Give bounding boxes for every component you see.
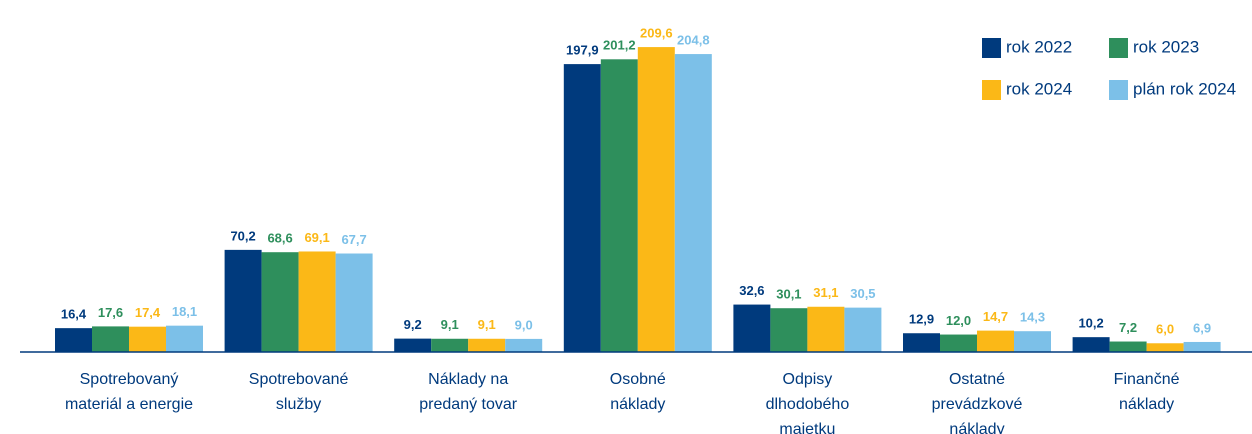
- category-label: náklady: [1119, 396, 1174, 413]
- value-label: 9,0: [515, 317, 533, 332]
- value-label: 197,9: [566, 43, 599, 58]
- legend-swatch: [982, 38, 1001, 58]
- value-label: 12,9: [909, 312, 934, 327]
- category-label: Spotrebované: [249, 371, 349, 388]
- value-label: 16,4: [61, 307, 87, 322]
- value-label: 10,2: [1078, 316, 1103, 331]
- bar: [977, 330, 1014, 352]
- bar: [335, 253, 373, 352]
- value-label: 9,1: [441, 317, 459, 332]
- bar: [1072, 337, 1110, 352]
- bar: [261, 252, 299, 352]
- bar: [505, 338, 543, 352]
- value-label: 209,6: [640, 26, 673, 41]
- bar: [940, 334, 977, 352]
- category-label: prevádzkové: [932, 396, 1023, 413]
- value-label: 9,1: [478, 317, 496, 332]
- category-label: predaný tovar: [419, 396, 518, 413]
- value-label: 70,2: [230, 228, 255, 243]
- bar: [129, 326, 166, 352]
- category-label: Náklady na: [428, 371, 508, 388]
- category-label: náklady: [610, 396, 665, 413]
- value-label: 201,2: [603, 38, 636, 53]
- category-label: Spotrebovaný: [80, 371, 179, 388]
- bar: [468, 338, 506, 352]
- bar: [637, 47, 675, 352]
- bar: [770, 308, 808, 352]
- bar: [431, 338, 469, 352]
- bar: [733, 304, 771, 352]
- value-label: 17,6: [98, 305, 123, 320]
- category-label: náklady: [949, 421, 1004, 434]
- legend-label: rok 2022: [1006, 37, 1072, 56]
- bar: [903, 333, 940, 352]
- value-label: 14,3: [1020, 310, 1045, 325]
- bar: [844, 307, 882, 352]
- value-label: 7,2: [1119, 320, 1137, 335]
- bar: [1109, 341, 1147, 352]
- legend-label: plán rok 2024: [1133, 79, 1236, 98]
- bar: [674, 54, 712, 353]
- value-label: 69,1: [304, 230, 329, 245]
- category-label: majetku: [779, 421, 835, 434]
- bar: [298, 251, 336, 352]
- value-label: 30,1: [776, 287, 801, 302]
- bar: [1146, 343, 1184, 352]
- bar: [600, 59, 638, 352]
- bar: [1014, 331, 1051, 352]
- value-label: 18,1: [172, 304, 197, 319]
- category-label: Finančné: [1114, 371, 1180, 388]
- bar: [224, 249, 262, 352]
- value-label: 68,6: [267, 231, 292, 246]
- value-label: 14,7: [983, 309, 1008, 324]
- category-label: Osobné: [610, 371, 666, 388]
- value-label: 30,5: [850, 286, 875, 301]
- category-label: Ostatné: [949, 371, 1005, 388]
- category-label: služby: [276, 396, 321, 413]
- value-label: 31,1: [813, 285, 838, 300]
- legend-swatch: [1109, 38, 1128, 58]
- value-label: 32,6: [739, 283, 764, 298]
- bar: [92, 326, 129, 352]
- category-label: materiál a energie: [65, 396, 193, 413]
- value-label: 17,4: [135, 305, 161, 320]
- value-label: 67,7: [341, 232, 366, 247]
- bar: [563, 64, 601, 353]
- bar: [166, 325, 203, 352]
- legend-swatch: [982, 80, 1001, 100]
- legend-label: rok 2024: [1006, 79, 1072, 98]
- value-label: 6,0: [1156, 322, 1174, 337]
- category-label: dlhodobého: [766, 396, 850, 413]
- bar: [807, 306, 845, 352]
- value-label: 6,9: [1193, 320, 1211, 335]
- value-label: 204,8: [677, 33, 710, 48]
- value-label: 12,0: [946, 313, 971, 328]
- bar: [55, 328, 92, 352]
- legend-swatch: [1109, 80, 1128, 100]
- bar: [1183, 341, 1221, 352]
- legend-label: rok 2023: [1133, 37, 1199, 56]
- value-label: 9,2: [404, 317, 422, 332]
- bar: [394, 338, 432, 352]
- category-label: Odpisy: [783, 371, 833, 388]
